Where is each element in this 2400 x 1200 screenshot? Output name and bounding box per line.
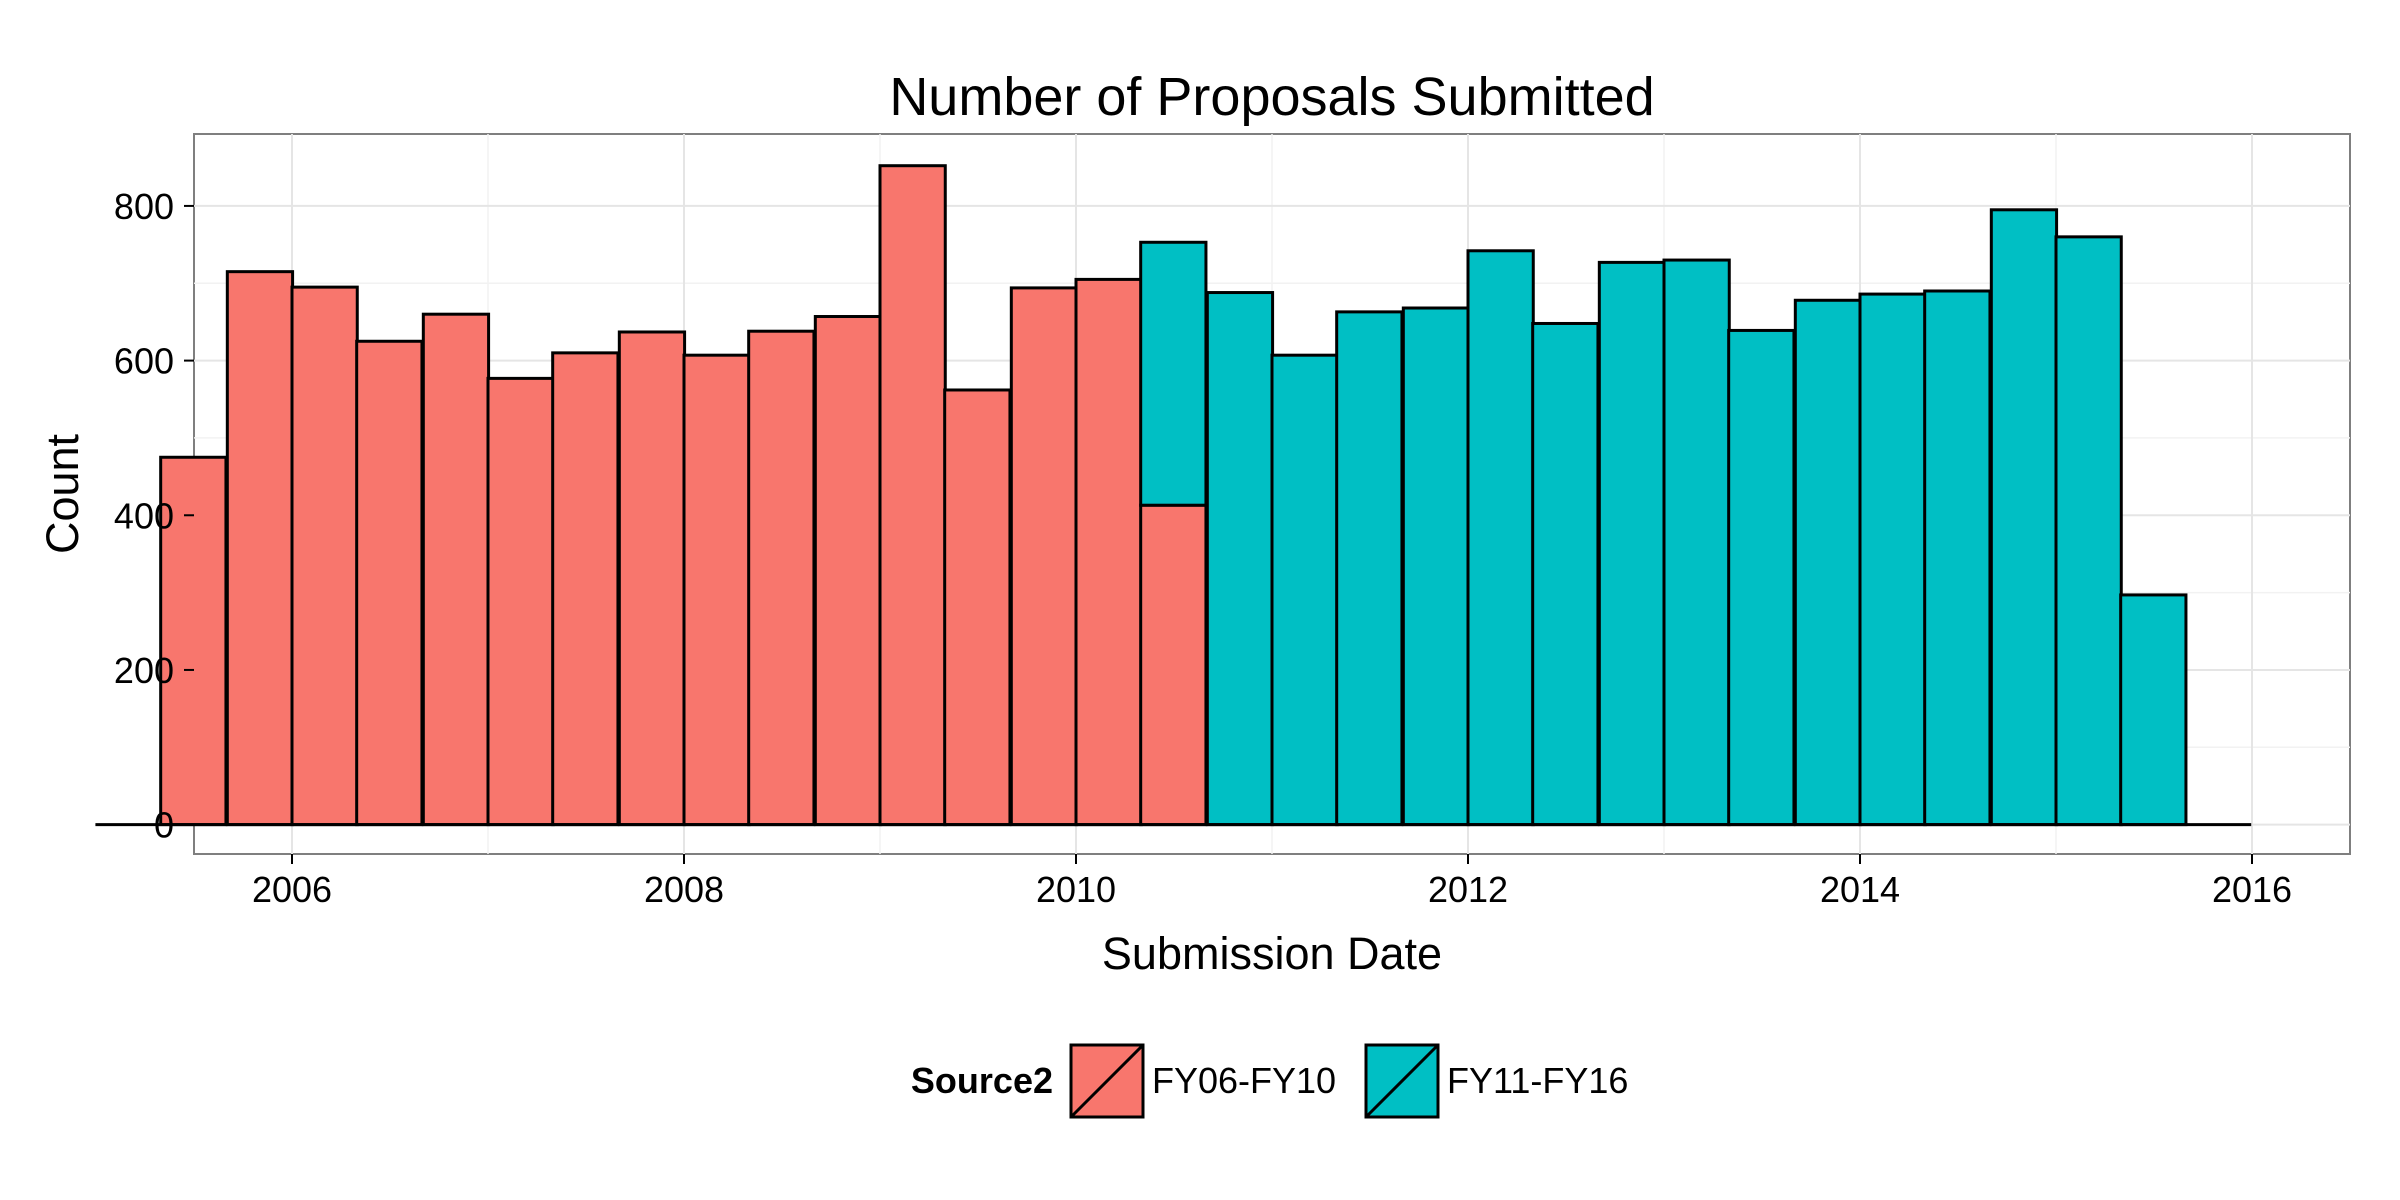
bar-fy11-fy16 <box>1139 240 1208 507</box>
legend-key-slash <box>1364 1043 1440 1119</box>
x-tick-label: 2010 <box>1036 869 1116 910</box>
bar-fy06-fy10 <box>878 164 947 827</box>
y-tick-label: 600 <box>114 341 174 382</box>
bar-fy11-fy16 <box>2054 235 2123 827</box>
y-tick-label: 0 <box>154 805 174 846</box>
bar-fy06-fy10 <box>1139 503 1208 827</box>
bar-fy11-fy16 <box>2119 593 2188 827</box>
bar-fy06-fy10 <box>747 329 816 827</box>
bar-fy06-fy10 <box>1074 277 1143 827</box>
bar-fy11-fy16 <box>1858 292 1927 827</box>
legend-label-fy06-fy10: FY06-FY10 <box>1152 1060 1336 1101</box>
chart-title: Number of Proposals Submitted <box>889 67 1654 127</box>
bar-fy06-fy10 <box>421 312 491 827</box>
bar-fy06-fy10 <box>813 315 883 827</box>
y-axis-title: Count <box>37 433 88 554</box>
bar-fy11-fy16 <box>1597 260 1667 827</box>
x-tick-label: 2006 <box>252 869 332 910</box>
legend-title: Source2 <box>911 1060 1053 1101</box>
x-tick-label: 2008 <box>644 869 724 910</box>
bars <box>95 164 2252 827</box>
bar-fy11-fy16 <box>1335 310 1404 827</box>
x-tick-label: 2016 <box>2212 869 2292 910</box>
legend-item-fy11-fy16: FY11-FY16 <box>1364 1043 1628 1119</box>
legend: Source2 FY06-FY10 FY11-FY16 <box>911 1043 1628 1119</box>
bar-fy11-fy16 <box>1270 353 1339 827</box>
legend-key-slash <box>1069 1043 1145 1119</box>
y-tick-label: 200 <box>114 650 174 691</box>
bar-fy06-fy10 <box>486 376 555 827</box>
bar-fy11-fy16 <box>1401 306 1471 827</box>
y-tick-label: 800 <box>114 186 174 227</box>
bar-fy06-fy10 <box>682 353 751 827</box>
bar-fy06-fy10 <box>943 388 1012 827</box>
bar-fy11-fy16 <box>1923 289 1992 827</box>
bar-fy11-fy16 <box>1793 298 1863 827</box>
legend-item-fy06-fy10: FY06-FY10 <box>1069 1043 1336 1119</box>
bar-fy06-fy10 <box>617 330 687 827</box>
bar-fy06-fy10 <box>225 270 295 827</box>
bar-fy11-fy16 <box>1466 249 1535 827</box>
bar-fy06-fy10 <box>355 339 424 827</box>
legend-label-fy11-fy16: FY11-FY16 <box>1447 1060 1628 1101</box>
bar-fy11-fy16 <box>1727 328 1796 827</box>
axes: 2006 2008 2010 2012 2014 2016 0 200 400 600 800 <box>114 186 2292 910</box>
x-tick-label: 2012 <box>1428 869 1508 910</box>
x-tick-label: 2014 <box>1820 869 1900 910</box>
x-axis-title: Submission Date <box>1102 928 1442 979</box>
bar-fy11-fy16 <box>1662 258 1731 827</box>
bar-fy06-fy10 <box>551 351 620 827</box>
bar-fy06-fy10 <box>159 455 228 827</box>
y-tick-label: 400 <box>114 495 174 536</box>
bar-fy11-fy16 <box>1205 291 1275 827</box>
bar-fy11-fy16 <box>1531 321 1600 827</box>
bar-fy06-fy10 <box>290 285 359 827</box>
bar-fy11-fy16 <box>1989 208 2059 827</box>
bar-fy06-fy10 <box>1009 286 1079 827</box>
